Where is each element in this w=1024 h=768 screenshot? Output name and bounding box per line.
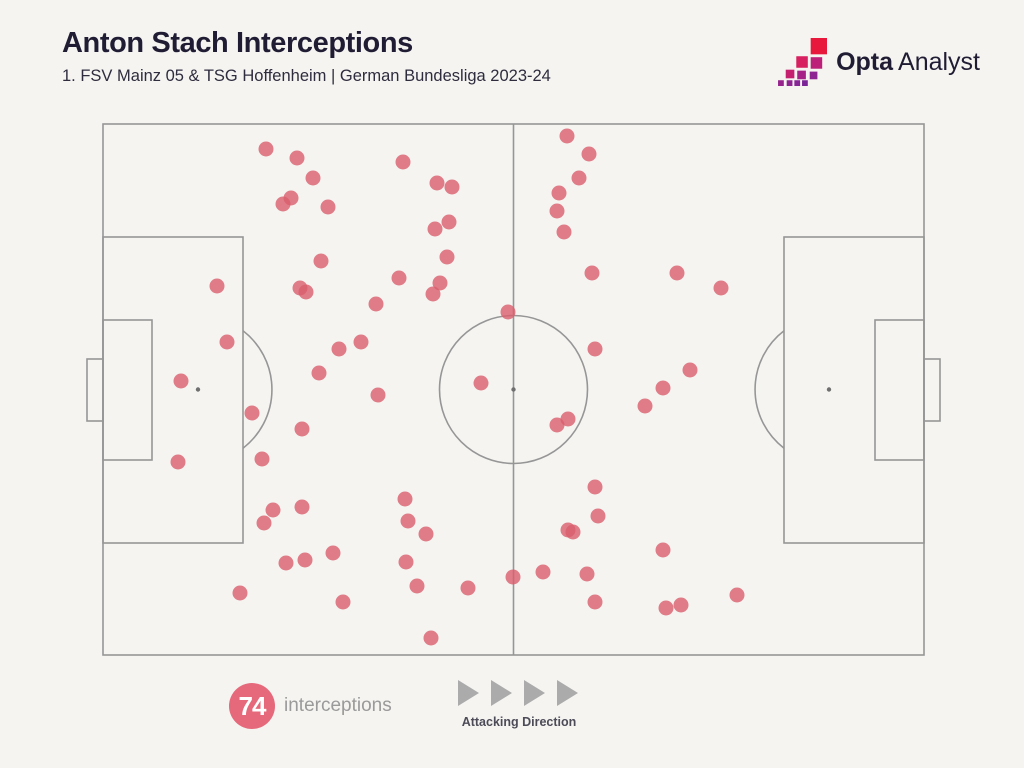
interception-dot bbox=[331, 341, 347, 357]
interception-dot bbox=[325, 545, 341, 561]
brand-name-light: Analyst bbox=[898, 47, 980, 76]
six-yard-box-left bbox=[102, 319, 153, 461]
interception-dot bbox=[432, 275, 448, 291]
interception-dot bbox=[571, 170, 587, 186]
interception-dot bbox=[579, 566, 595, 582]
penalty-arc-left bbox=[242, 330, 273, 449]
interception-dot bbox=[398, 554, 414, 570]
interception-dot bbox=[500, 304, 516, 320]
interception-dot bbox=[423, 630, 439, 646]
interception-dot bbox=[713, 280, 729, 296]
interception-dot bbox=[409, 578, 425, 594]
interception-dot bbox=[658, 600, 674, 616]
interception-dot bbox=[418, 526, 434, 542]
interception-dot bbox=[320, 199, 336, 215]
interception-dot bbox=[254, 451, 270, 467]
interception-dot bbox=[294, 499, 310, 515]
interception-dot bbox=[581, 146, 597, 162]
interception-dot bbox=[505, 569, 521, 585]
interception-dot bbox=[637, 398, 653, 414]
opta-logo-icon bbox=[778, 38, 828, 86]
total-label: interceptions bbox=[284, 695, 392, 716]
interception-dot bbox=[258, 141, 274, 157]
interception-dot bbox=[587, 594, 603, 610]
center-mark bbox=[511, 387, 516, 392]
total-legend: 74 interceptions bbox=[229, 683, 392, 729]
interception-dot bbox=[682, 362, 698, 378]
interception-dot bbox=[400, 513, 416, 529]
goal-left bbox=[86, 358, 104, 422]
interception-dot bbox=[444, 179, 460, 195]
interception-dot bbox=[439, 249, 455, 265]
interception-dot bbox=[429, 175, 445, 191]
interception-dot bbox=[560, 411, 576, 427]
interception-dot bbox=[565, 524, 581, 540]
page-subtitle: 1. FSV Mainz 05 & TSG Hoffenheim | Germa… bbox=[62, 67, 551, 85]
interception-dot bbox=[297, 552, 313, 568]
interception-dot bbox=[173, 373, 189, 389]
interception-dot bbox=[473, 375, 489, 391]
interception-dot bbox=[441, 214, 457, 230]
interception-dot bbox=[584, 265, 600, 281]
interception-dot bbox=[587, 341, 603, 357]
interception-dot bbox=[549, 417, 565, 433]
interception-dot bbox=[391, 270, 407, 286]
attacking-direction-label: Attacking Direction bbox=[461, 715, 577, 729]
interception-dot bbox=[219, 334, 235, 350]
penalty-area-right bbox=[783, 236, 925, 544]
attacking-direction-legend: Attacking Direction bbox=[458, 680, 580, 729]
interception-dot bbox=[556, 224, 572, 240]
brand-text: Opta Analyst bbox=[836, 48, 980, 77]
interception-dot bbox=[244, 405, 260, 421]
interception-dot bbox=[559, 128, 575, 144]
interception-dot bbox=[289, 150, 305, 166]
interception-dot bbox=[298, 284, 314, 300]
interception-dot bbox=[370, 387, 386, 403]
interception-dot bbox=[265, 502, 281, 518]
interception-dot bbox=[729, 587, 745, 603]
interception-dot bbox=[655, 542, 671, 558]
interception-dot bbox=[305, 170, 321, 186]
interception-dot bbox=[368, 296, 384, 312]
total-badge: 74 bbox=[229, 683, 275, 729]
goal-right bbox=[923, 358, 941, 422]
interception-dot bbox=[256, 515, 272, 531]
penalty-arc-right bbox=[754, 330, 785, 449]
interception-dot bbox=[209, 278, 225, 294]
interception-dot bbox=[669, 265, 685, 281]
interception-dot bbox=[275, 196, 291, 212]
interception-dot bbox=[311, 365, 327, 381]
interception-dot bbox=[294, 421, 310, 437]
interception-dot bbox=[673, 597, 689, 613]
opta-analyst-logo: Opta Analyst bbox=[778, 38, 980, 86]
total-count: 74 bbox=[238, 690, 267, 721]
six-yard-box-right bbox=[874, 319, 925, 461]
interception-dot bbox=[551, 185, 567, 201]
interception-dot bbox=[232, 585, 248, 601]
interception-dot bbox=[587, 479, 603, 495]
header: Anton Stach Interceptions 1. FSV Mainz 0… bbox=[62, 27, 551, 86]
interception-dot bbox=[395, 154, 411, 170]
interception-dots bbox=[170, 128, 745, 646]
brand-name-bold: Opta bbox=[836, 47, 894, 76]
interception-dot bbox=[535, 564, 551, 580]
interception-dot bbox=[397, 491, 413, 507]
interception-dot bbox=[313, 253, 329, 269]
interception-dot bbox=[460, 580, 476, 596]
interception-dot bbox=[655, 380, 671, 396]
interception-dot bbox=[335, 594, 351, 610]
penalty-spot-right bbox=[826, 387, 832, 392]
interception-dot bbox=[425, 286, 441, 302]
interception-dot bbox=[353, 334, 369, 350]
penalty-spot-left bbox=[195, 387, 201, 392]
page-title: Anton Stach Interceptions bbox=[62, 27, 413, 59]
interception-dot bbox=[427, 221, 443, 237]
interception-dot bbox=[549, 203, 565, 219]
interception-dot bbox=[170, 454, 186, 470]
interception-dot bbox=[590, 508, 606, 524]
attacking-direction-arrows-icon bbox=[458, 680, 578, 706]
interception-dot bbox=[278, 555, 294, 571]
